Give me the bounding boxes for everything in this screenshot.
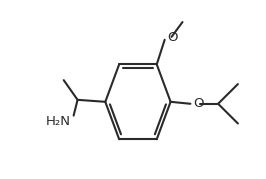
Text: H₂N: H₂N [45,115,70,128]
Text: O: O [168,31,178,44]
Text: O: O [193,97,204,110]
